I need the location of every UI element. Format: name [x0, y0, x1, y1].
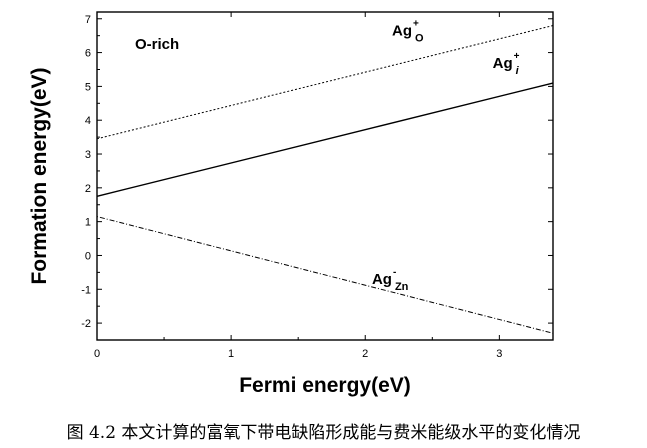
series-label-charge: + — [514, 51, 520, 62]
series-line-ag-i — [96, 82, 554, 197]
y-tick-label: -2 — [81, 318, 91, 330]
y-tick-label: 3 — [85, 149, 91, 161]
y-tick-label: 7 — [85, 14, 91, 26]
y-tick-label: 0 — [85, 250, 91, 262]
series-label-ag-o: Ag + O — [392, 19, 424, 45]
y-axis-title: Formation energy(eV) — [28, 67, 51, 284]
series-label-site: Zn — [395, 281, 409, 293]
series-label-site: O — [415, 33, 424, 45]
plot-area — [96, 11, 554, 341]
x-tick-label: 2 — [362, 348, 368, 360]
series-label-charge: - — [393, 267, 396, 278]
series-label-base: Ag — [372, 271, 392, 288]
series-label-base: Ag — [493, 55, 513, 72]
y-tick-label: -1 — [81, 284, 91, 296]
series-label-ag-i: Ag + i — [493, 51, 520, 77]
series-label-site: i — [516, 65, 520, 77]
x-axis-title: Fermi energy(eV) — [239, 374, 411, 397]
x-tick-label: 1 — [228, 348, 234, 360]
y-tick-label: 5 — [85, 81, 91, 93]
figure-caption: 图 4.2 本文计算的富氧下带电缺陷形成能与费米能级水平的变化情况 — [66, 423, 581, 443]
series-label-charge: + — [413, 19, 419, 30]
x-tick-label: 3 — [496, 348, 502, 360]
series-line-ag-zn — [96, 216, 554, 334]
y-tick-label: 6 — [85, 48, 91, 60]
y-tick-label: 4 — [85, 115, 91, 127]
axes: 0 1 2 3 -2 -1 0 1 2 3 4 5 6 7 Fermi energy(eV) Formatio… — [28, 12, 553, 397]
series-lines — [96, 25, 554, 334]
plot-frame — [96, 11, 554, 341]
condition-label: O-rich — [135, 36, 179, 53]
series-label-ag-zn: Ag - Zn — [372, 267, 409, 293]
y-tick-label: 1 — [85, 217, 91, 229]
series-label-base: Ag — [392, 23, 412, 40]
x-tick-label: 0 — [94, 348, 100, 360]
y-tick-label: 2 — [85, 183, 91, 195]
